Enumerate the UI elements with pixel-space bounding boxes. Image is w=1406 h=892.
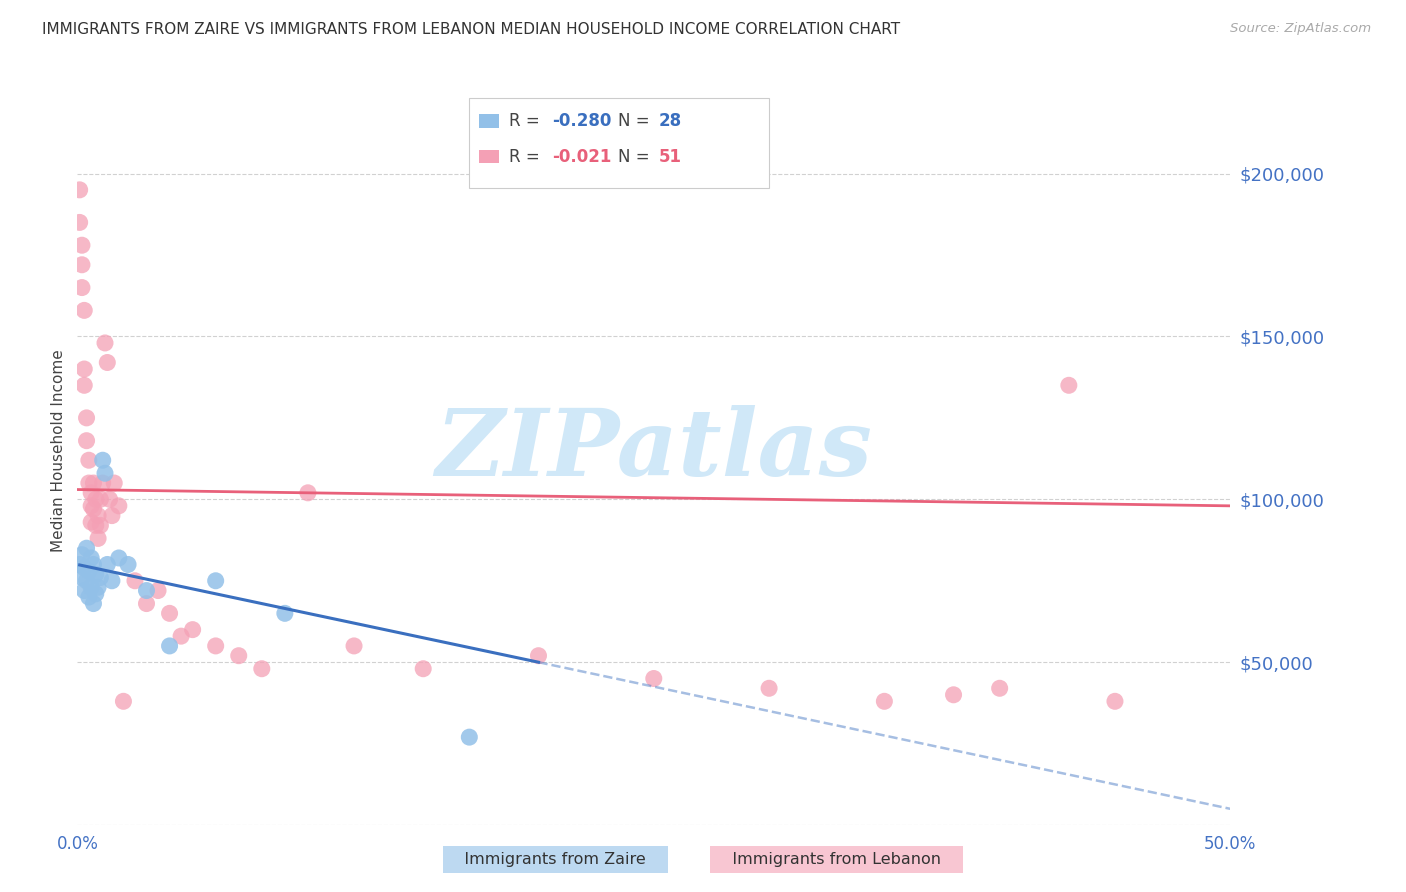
- Point: [124, 574, 146, 588]
- Point: [82, 502, 104, 516]
- Point: [76, 410, 98, 425]
- Point: [94, 335, 117, 350]
- Point: [73, 362, 96, 376]
- Point: [80, 515, 103, 529]
- Point: [69, 183, 91, 197]
- Point: [70, 258, 93, 272]
- Point: [77, 453, 100, 467]
- Point: [80, 485, 103, 500]
- Point: [87, 580, 110, 594]
- Point: [942, 688, 965, 702]
- Point: [82, 558, 104, 572]
- Text: IMMIGRANTS FROM ZAIRE VS IMMIGRANTS FROM LEBANON MEDIAN HOUSEHOLD INCOME CORRELA: IMMIGRANTS FROM ZAIRE VS IMMIGRANTS FROM…: [42, 22, 900, 37]
- Point: [70, 238, 93, 252]
- Text: ZIPatlas: ZIPatlas: [436, 406, 872, 495]
- Point: [103, 476, 125, 491]
- Point: [98, 492, 121, 507]
- Point: [250, 662, 273, 676]
- Point: [112, 694, 135, 708]
- Point: [89, 518, 111, 533]
- Point: [70, 570, 93, 584]
- Point: [274, 607, 297, 621]
- Point: [181, 623, 204, 637]
- Point: [73, 303, 96, 318]
- Point: [84, 518, 107, 533]
- Point: [91, 476, 114, 491]
- Point: [70, 280, 93, 294]
- Point: [643, 672, 665, 686]
- Point: [91, 453, 114, 467]
- Point: [170, 629, 193, 643]
- Text: Source: ZipAtlas.com: Source: ZipAtlas.com: [1230, 22, 1371, 36]
- FancyBboxPatch shape: [478, 114, 499, 128]
- Point: [77, 564, 100, 578]
- Point: [108, 499, 131, 513]
- Point: [82, 597, 104, 611]
- Point: [84, 567, 107, 582]
- Point: [297, 485, 319, 500]
- Point: [758, 681, 780, 696]
- Point: [89, 492, 111, 507]
- Point: [343, 639, 366, 653]
- Text: 51: 51: [658, 148, 682, 166]
- Point: [80, 499, 103, 513]
- Point: [77, 590, 100, 604]
- Point: [76, 574, 98, 588]
- Point: [135, 597, 157, 611]
- Point: [77, 476, 100, 491]
- Point: [204, 574, 226, 588]
- Text: N =: N =: [619, 112, 655, 129]
- Point: [80, 551, 103, 566]
- Point: [73, 583, 96, 598]
- Point: [101, 574, 124, 588]
- Point: [84, 492, 107, 507]
- Point: [988, 681, 1011, 696]
- Point: [87, 508, 110, 523]
- Point: [146, 583, 169, 598]
- Point: [76, 434, 98, 448]
- Point: [1057, 378, 1080, 392]
- Point: [108, 551, 131, 566]
- Point: [96, 558, 118, 572]
- FancyBboxPatch shape: [470, 98, 769, 188]
- Text: -0.280: -0.280: [553, 112, 612, 129]
- Text: N =: N =: [619, 148, 655, 166]
- Point: [135, 583, 157, 598]
- Text: R =: R =: [509, 112, 544, 129]
- Point: [204, 639, 226, 653]
- Point: [82, 476, 104, 491]
- Y-axis label: Median Household Income: Median Household Income: [51, 349, 66, 552]
- Point: [69, 215, 91, 229]
- Point: [228, 648, 250, 663]
- Point: [412, 662, 434, 676]
- Text: Immigrants from Lebanon: Immigrants from Lebanon: [717, 852, 956, 867]
- Point: [96, 355, 118, 369]
- Point: [89, 570, 111, 584]
- Point: [80, 580, 103, 594]
- Point: [70, 548, 93, 562]
- Point: [73, 378, 96, 392]
- Point: [1104, 694, 1126, 708]
- Point: [159, 607, 181, 621]
- Point: [458, 730, 481, 744]
- Point: [84, 587, 107, 601]
- Point: [101, 508, 124, 523]
- Text: R =: R =: [509, 148, 544, 166]
- Point: [73, 560, 96, 574]
- Text: -0.021: -0.021: [553, 148, 612, 166]
- Point: [873, 694, 896, 708]
- Point: [117, 558, 139, 572]
- Point: [76, 541, 98, 556]
- Point: [69, 558, 91, 572]
- Text: 28: 28: [658, 112, 682, 129]
- Text: Immigrants from Zaire: Immigrants from Zaire: [450, 852, 661, 867]
- Point: [527, 648, 550, 663]
- FancyBboxPatch shape: [478, 150, 499, 163]
- Point: [94, 467, 117, 481]
- Point: [159, 639, 181, 653]
- Point: [87, 532, 110, 546]
